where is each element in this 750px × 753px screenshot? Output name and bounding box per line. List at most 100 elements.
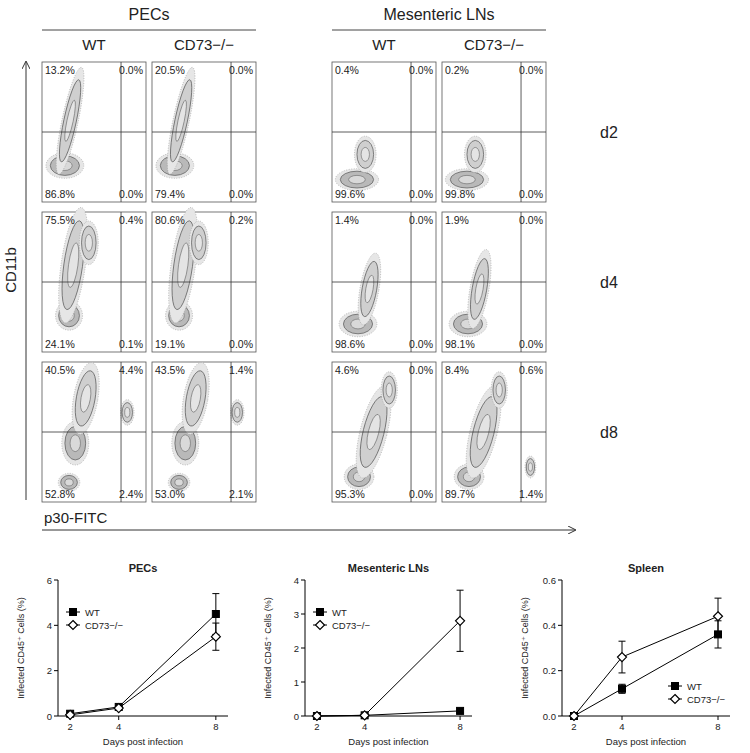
quadrant-line xyxy=(411,62,412,202)
error-cap xyxy=(715,598,722,599)
density-core xyxy=(175,242,191,288)
density-outer xyxy=(162,66,201,176)
axis-label: CD11b xyxy=(2,247,19,293)
density-contour xyxy=(357,260,381,318)
point xyxy=(571,713,578,720)
density-outer xyxy=(189,221,208,265)
error-bar xyxy=(212,623,219,650)
density-outer xyxy=(121,400,135,425)
quadrant-percent: 2.4% xyxy=(119,488,143,500)
density-contour xyxy=(467,257,492,320)
quadrant-line xyxy=(411,362,412,502)
figure: PECsWTCD73−/−Mesenteric LNsWTCD73−/−d213… xyxy=(0,0,750,753)
quadrant-line xyxy=(42,282,146,283)
quadrant-percent: 43.5% xyxy=(155,364,185,376)
quadrant-line xyxy=(521,362,522,502)
plot-frame xyxy=(42,362,146,502)
density-core xyxy=(361,147,369,161)
density-contour xyxy=(192,226,207,260)
y-tick-label: 4 xyxy=(294,575,299,586)
density-outer xyxy=(354,252,385,327)
density-outer xyxy=(354,136,376,172)
flow-plot: 80.6%0.2%19.1%0.0% xyxy=(152,206,256,352)
quadrant-percent: 0.0% xyxy=(409,214,433,226)
y-tick xyxy=(54,625,58,626)
y-tick-label: 3 xyxy=(294,609,299,620)
legend-marker xyxy=(70,609,77,616)
quadrant-line xyxy=(121,362,122,502)
error-cap xyxy=(619,693,626,694)
quadrant-line xyxy=(332,282,436,283)
x-tick-label: 8 xyxy=(457,721,462,732)
group-rule xyxy=(332,30,546,31)
density-contour xyxy=(72,369,100,427)
quadrant-percent: 0.0% xyxy=(229,338,253,350)
error-cap xyxy=(619,641,626,642)
quadrant-percent: 86.8% xyxy=(45,188,75,200)
y-tick xyxy=(558,670,562,671)
plot-area xyxy=(312,590,464,720)
error-cap xyxy=(212,593,219,594)
x-arrow xyxy=(42,530,575,531)
plot-frame xyxy=(332,212,436,352)
density-core xyxy=(471,147,479,161)
y-tick xyxy=(301,716,305,717)
density-core xyxy=(174,100,189,142)
quadrant-percent: 80.6% xyxy=(155,214,185,226)
column-label: WT xyxy=(82,36,105,53)
point xyxy=(212,611,219,618)
quadrant-line xyxy=(521,212,522,352)
legend-label: CD73−/− xyxy=(687,694,725,705)
density-contour xyxy=(55,78,85,163)
density-contour xyxy=(166,78,196,163)
error-bar xyxy=(457,590,464,651)
x-axis-label: Days post infection xyxy=(103,736,183,747)
quadrant-percent: 0.0% xyxy=(119,64,143,76)
density-core xyxy=(195,234,202,251)
flow-plot: 4.6%0.0%95.3%0.0% xyxy=(332,362,436,502)
x-tick-label: 2 xyxy=(67,721,72,732)
y-axis xyxy=(58,580,59,716)
quadrant-line xyxy=(152,432,256,433)
plot-frame xyxy=(442,62,546,202)
quadrant-percent: 0.0% xyxy=(409,188,433,200)
x-tick-label: 4 xyxy=(116,721,121,732)
quadrant-percent: 0.0% xyxy=(229,188,253,200)
legend-label: WT xyxy=(85,607,100,618)
density-contour xyxy=(493,376,505,404)
line-chart: Spleen0.00.20.40.6248Days post infection… xyxy=(520,562,730,747)
y-tick-label: 0.2 xyxy=(543,665,556,676)
density-core xyxy=(386,383,392,397)
density-core xyxy=(79,384,93,413)
density-contour xyxy=(526,459,534,476)
density-outer xyxy=(79,221,98,265)
x-axis-label: Days post infection xyxy=(606,736,686,747)
quadrant-line xyxy=(231,62,232,202)
density-contour xyxy=(122,403,132,423)
density-core xyxy=(125,408,130,418)
chart-title: Mesenteric LNs xyxy=(348,562,429,574)
x-axis xyxy=(562,716,730,717)
series-line xyxy=(70,637,216,715)
quadrant-percent: 0.0% xyxy=(409,364,433,376)
plot-frame xyxy=(152,62,256,202)
point xyxy=(313,713,320,720)
legend-marker xyxy=(672,683,679,690)
quadrant-percent: 20.5% xyxy=(155,64,185,76)
error-cap xyxy=(457,590,464,591)
density-core xyxy=(459,175,476,183)
quadrant-line xyxy=(442,132,546,133)
point xyxy=(360,711,369,720)
quadrant-percent: 0.4% xyxy=(335,64,359,76)
y-axis-label: Infected CD45⁺ Cells (%) xyxy=(263,597,273,698)
y-tick-label: 4 xyxy=(47,620,52,631)
density-contour xyxy=(232,403,242,423)
density-outer xyxy=(231,400,245,425)
quadrant-line xyxy=(332,432,436,433)
line-chart: Mesenteric LNs01234248Days post infectio… xyxy=(263,562,472,747)
flow-plot: 1.9%0.0%98.1%0.0% xyxy=(442,212,546,352)
quadrant-percent: 0.2% xyxy=(445,64,469,76)
density-outer xyxy=(51,66,90,176)
error-bar xyxy=(619,641,626,673)
quadrant-line xyxy=(231,362,232,502)
